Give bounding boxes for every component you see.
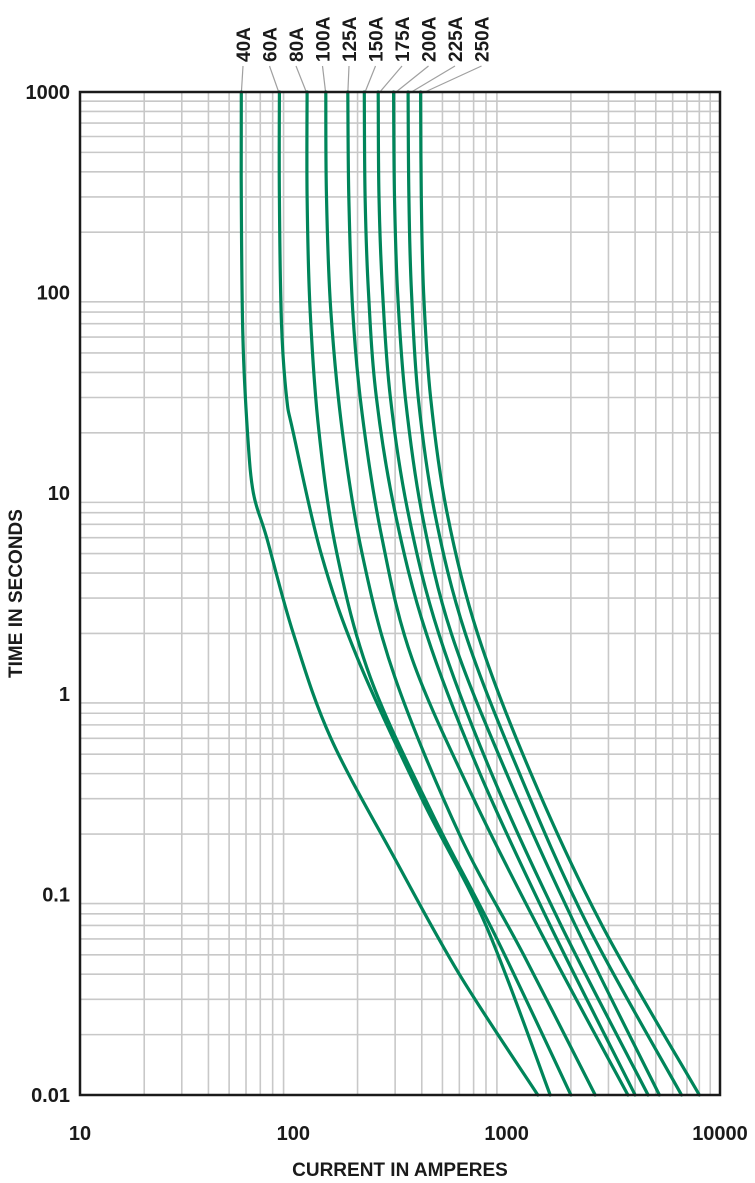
y-tick-label: 1 bbox=[59, 684, 70, 706]
series-label-250a: 250A bbox=[473, 16, 494, 62]
series-label-175a: 175A bbox=[393, 16, 414, 62]
series-label-200a: 200A bbox=[420, 16, 441, 62]
series-curves bbox=[239, 90, 701, 1097]
series-label-leader bbox=[321, 65, 327, 95]
series-curve-175a bbox=[376, 90, 650, 1097]
y-tick-label: 100 bbox=[37, 283, 70, 305]
series-label-60a: 60A bbox=[261, 27, 282, 62]
y-tick-label: 0.01 bbox=[31, 1085, 70, 1107]
axis-tick-labels: 10 100 1000 10000 0.01 0.1 1 10 100 1000 bbox=[26, 82, 748, 1145]
series-label-leader bbox=[393, 65, 429, 95]
series-curve-80a bbox=[305, 90, 573, 1097]
y-tick-label: 1000 bbox=[26, 82, 71, 104]
x-tick-label: 10000 bbox=[692, 1123, 748, 1145]
series-label-150a: 150A bbox=[367, 16, 388, 62]
series-label-leader bbox=[347, 65, 350, 95]
series-label-leader bbox=[420, 65, 482, 95]
series-label-leader bbox=[295, 65, 308, 95]
series-label-100a: 100A bbox=[314, 16, 335, 62]
x-tick-label: 1000 bbox=[484, 1123, 529, 1145]
plot-frame bbox=[78, 90, 722, 1097]
series-label-leader bbox=[268, 65, 280, 95]
series-labels: 40A 60A 80A 100A 125A 150A 175A 200A 225A 250A bbox=[234, 16, 494, 95]
series-label-leader bbox=[377, 65, 403, 95]
series-label-80a: 80A bbox=[287, 27, 308, 62]
x-axis-title: CURRENT IN AMPERES bbox=[292, 1160, 508, 1181]
series-label-40a: 40A bbox=[234, 27, 255, 62]
series-label-125a: 125A bbox=[340, 16, 361, 62]
series-curve-150a bbox=[362, 90, 637, 1097]
y-axis-title: TIME IN SECONDS bbox=[6, 509, 27, 678]
series-curve-225a bbox=[406, 90, 684, 1097]
series-label-leader bbox=[240, 65, 244, 95]
series-curve-200a bbox=[392, 90, 661, 1097]
series-curve-100a bbox=[324, 90, 597, 1097]
y-tick-label: 10 bbox=[48, 483, 70, 505]
series-label-leader bbox=[407, 65, 456, 95]
x-tick-label: 100 bbox=[277, 1123, 310, 1145]
series-curve-60a bbox=[277, 90, 552, 1097]
series-curve-125a bbox=[346, 90, 630, 1097]
series-curve-250a bbox=[419, 90, 701, 1097]
series-label-225a: 225A bbox=[446, 16, 467, 62]
y-tick-label: 0.1 bbox=[42, 884, 70, 906]
series-label-leader bbox=[363, 65, 377, 95]
series-curve-40a bbox=[239, 90, 540, 1097]
x-tick-label: 10 bbox=[69, 1123, 91, 1145]
